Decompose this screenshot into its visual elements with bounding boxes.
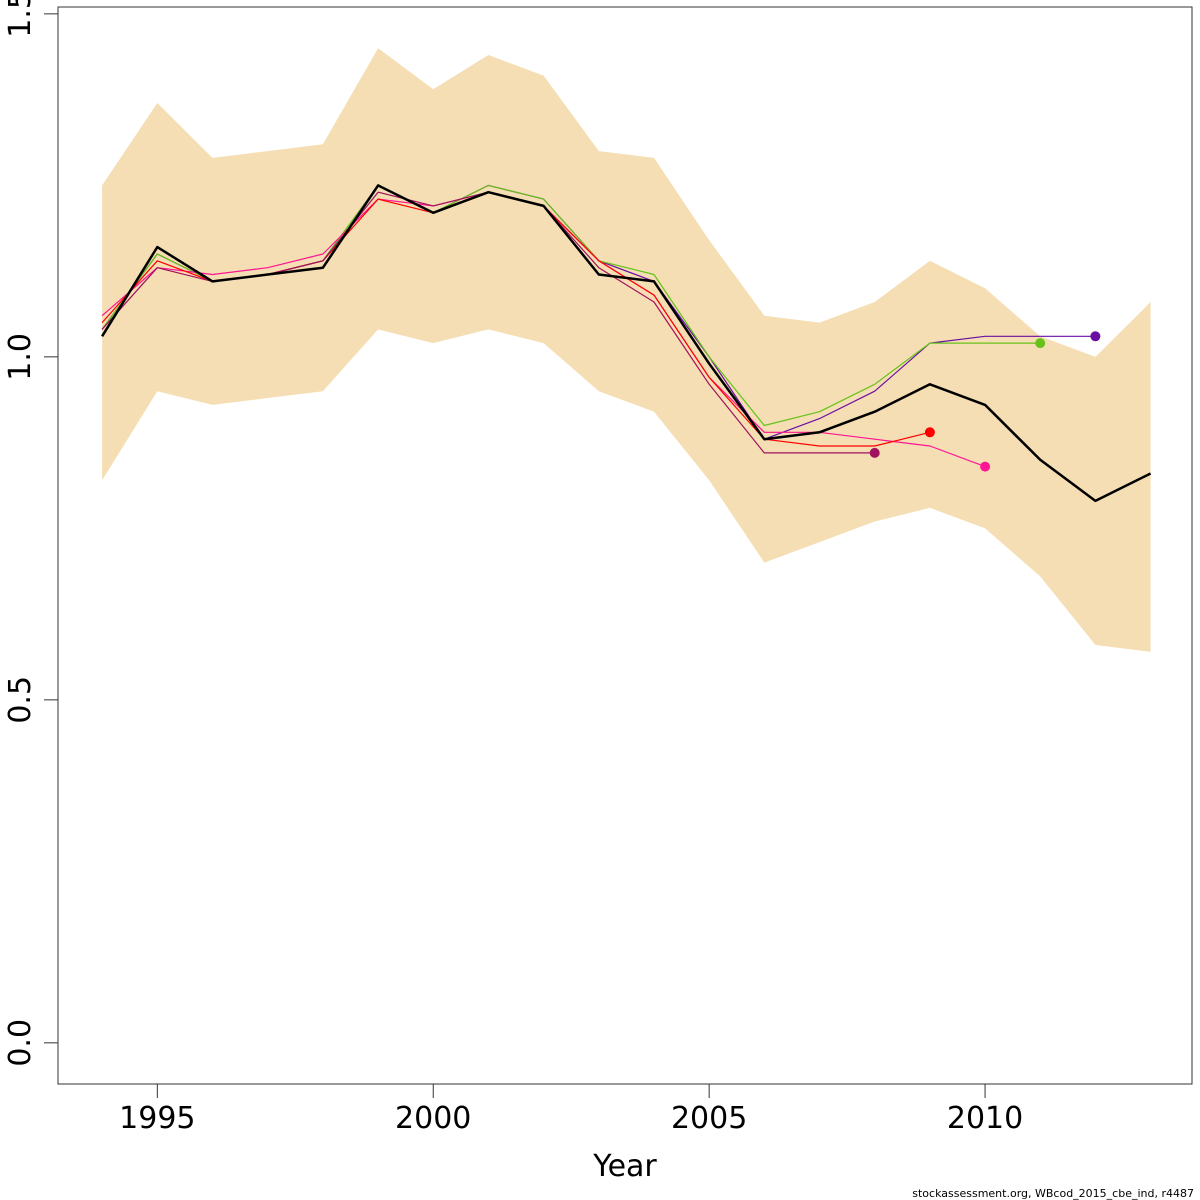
x-axis-title: Year (592, 1149, 657, 1184)
y-tick-label: 1.5 (3, 0, 38, 38)
series-end-point-2 (1035, 338, 1046, 349)
series-end-point-3 (980, 461, 991, 472)
series-line-main (101, 184, 1152, 503)
y-axis: 0.0 0.5 1.0 1.5 (3, 0, 59, 1067)
y-tick-label: 1.0 (3, 333, 38, 381)
end-points-layer (869, 331, 1101, 472)
x-tick-label: 2000 (395, 1101, 471, 1136)
x-tick-label: 2010 (947, 1101, 1023, 1136)
x-tick-label: 2005 (671, 1101, 747, 1136)
y-tick-label: 0.5 (3, 676, 38, 724)
series-end-point-1 (1090, 331, 1101, 342)
series-end-point-5 (869, 447, 880, 458)
confidence-band (102, 48, 1151, 652)
footer-note: stockassessment.org, WBcod_2015_cbe_ind,… (912, 1187, 1194, 1200)
y-tick-label: 0.0 (3, 1019, 38, 1067)
x-axis: 1995 2000 2005 2010 (119, 1083, 1023, 1136)
series-layer (101, 184, 1152, 503)
confidence-band-layer (102, 48, 1151, 652)
series-end-point-4 (924, 427, 935, 438)
x-tick-label: 1995 (119, 1101, 195, 1136)
